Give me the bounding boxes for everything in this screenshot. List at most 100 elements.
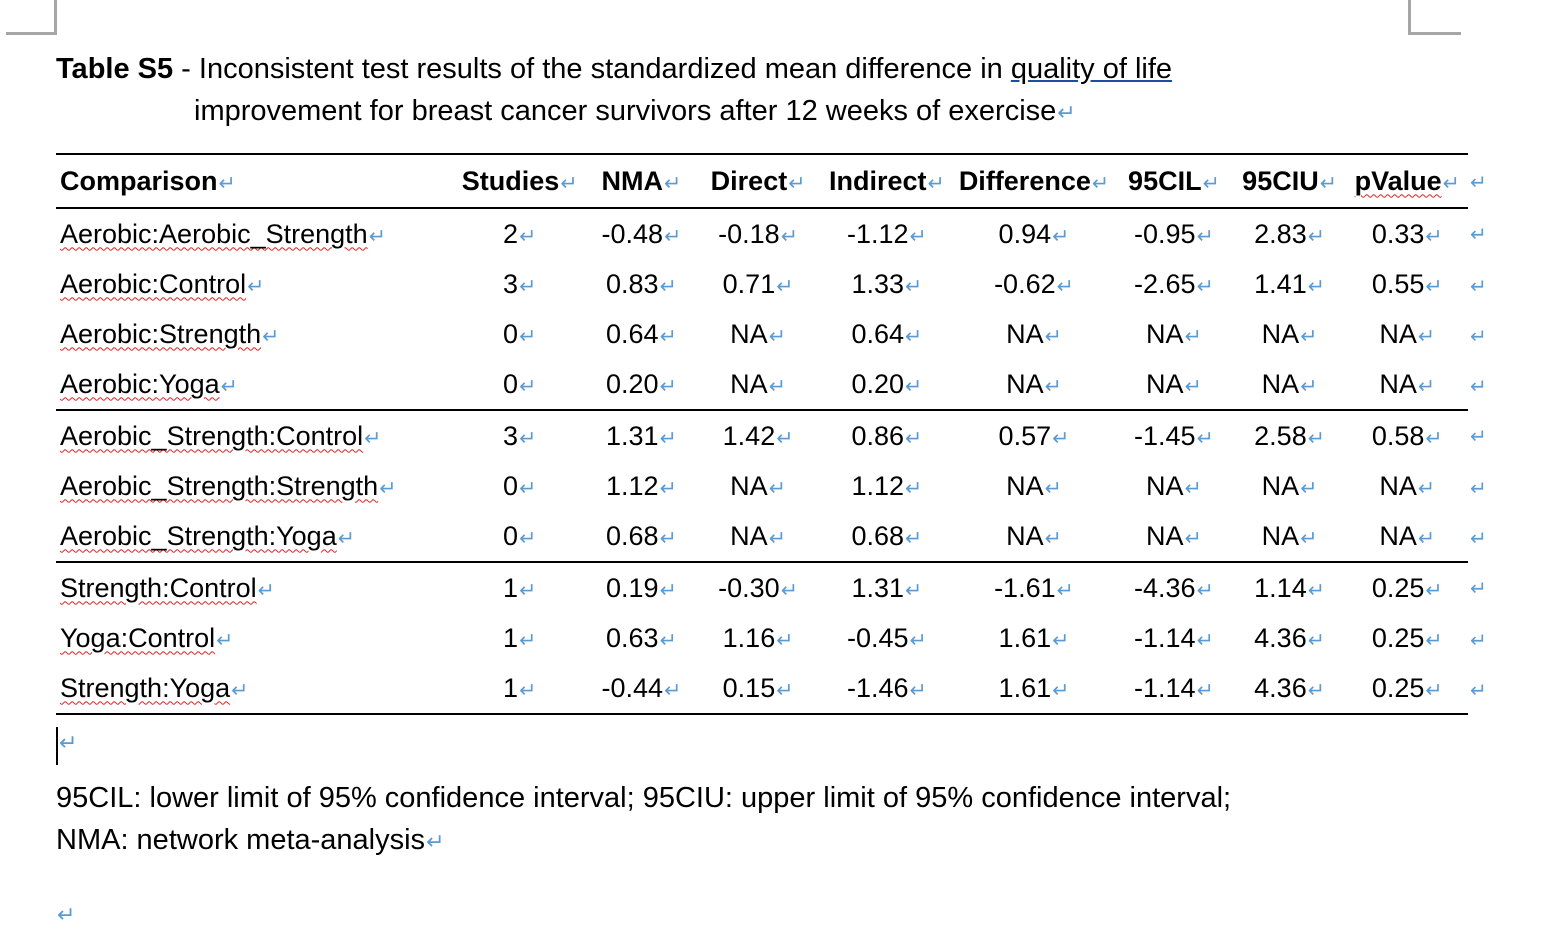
cell-p-value: 0.25↵ (1346, 663, 1468, 715)
cell-value: -1.14 (1134, 622, 1196, 653)
cell-value: 2 (503, 218, 519, 249)
header-label: NMA (601, 165, 664, 196)
cell-mark: ↵ (519, 629, 537, 652)
cell-mark: ↵ (664, 225, 682, 248)
empty-paragraph-mark[interactable]: ↵ (59, 730, 78, 755)
cell-value: Aerobic_Strength:Control (60, 420, 364, 451)
cell-mark: ↵ (664, 679, 682, 702)
cell-direct: -0.30↵ (695, 562, 821, 613)
cell-mark: ↵ (768, 477, 786, 500)
page-corner-mark-right (1408, 0, 1461, 35)
cell-ci-upper: 2.83↵ (1233, 208, 1347, 259)
cell-mark: ↵ (664, 172, 681, 195)
cell-mark: ↵ (776, 679, 794, 702)
cell-value: 0 (503, 318, 519, 349)
cell-comparison: Aerobic_Strength:Strength↵ (56, 461, 452, 511)
header-label: Indirect (828, 165, 927, 196)
cell-value: NA (1379, 318, 1417, 349)
cell-ci-upper: 1.14↵ (1233, 562, 1347, 613)
cell-mark: ↵ (1184, 325, 1202, 348)
cell-mark: ↵ (218, 172, 236, 195)
results-table: Comparison↵ Studies↵ NMA↵ Direct↵ Indirect↵ D… (56, 153, 1468, 715)
cell-mark: ↵ (905, 275, 922, 298)
cell-value: Aerobic:Control (60, 268, 247, 299)
empty-paragraph-mark[interactable]: ↵ (57, 902, 76, 927)
row-end-mark: ↵ (1470, 326, 1487, 348)
caption-link[interactable]: quality of life (1010, 53, 1173, 85)
cell-value: -0.30 (718, 572, 780, 603)
cell-mark: ↵ (1425, 225, 1443, 248)
cell-mark: ↵ (1196, 275, 1214, 298)
row-end-mark: ↵ (1470, 376, 1487, 398)
table-row: Aerobic_Strength:Control↵ 3↵ 1.31↵ 1.42↵ 0.8… (56, 410, 1468, 461)
cell-value: NA (1146, 520, 1184, 551)
cell-value: NA (730, 470, 768, 501)
caption-text: - Inconsistent test results of the stand… (173, 53, 1011, 85)
table-row: Aerobic:Yoga↵ 0↵ 0.20↵ NA↵ 0.20↵ NA↵ NA↵ NA↵ NA↵ (56, 359, 1468, 411)
cell-value: 1 (503, 572, 519, 603)
header-ci-lower: 95CIL↵ (1114, 153, 1233, 209)
cell-mark: ↵ (659, 275, 677, 298)
cell-mark: ↵ (1052, 427, 1070, 450)
cell-indirect: 1.31↵ (821, 562, 953, 613)
cell-mark: ↵ (1052, 629, 1070, 652)
cell-mark: ↵ (905, 527, 922, 550)
cell-difference: NA↵ (953, 461, 1115, 511)
cell-studies: 0↵ (452, 309, 588, 359)
cell-difference: 1.61↵ (953, 613, 1115, 663)
cell-ci-lower: NA↵ (1115, 309, 1233, 359)
cell-ci-lower: -0.95↵ (1115, 208, 1233, 259)
cell-value: 0.19 (606, 572, 659, 603)
cell-difference: -0.62↵ (953, 259, 1115, 309)
cell-nma: 0.83↵ (588, 259, 696, 309)
cell-mark: ↵ (1307, 629, 1325, 652)
cell-value: 0.55 (1371, 268, 1425, 299)
table-row: Aerobic_Strength:Yoga↵ 0↵ 0.68↵ NA↵ 0.68↵ NA↵… (56, 511, 1468, 563)
cell-mark: ↵ (1056, 579, 1074, 602)
cell-mark: ↵ (909, 679, 927, 702)
cell-ci-upper: NA↵ (1232, 359, 1347, 411)
cell-value: 0.68 (606, 520, 659, 551)
cell-mark: ↵ (1425, 679, 1443, 702)
cell-studies: 0↵ (451, 359, 588, 411)
cell-mark: ↵ (1044, 375, 1062, 398)
cell-value: 0.64 (851, 318, 905, 349)
cell-nma: 0.68↵ (587, 511, 696, 563)
cell-comparison: Aerobic_Strength:Yoga↵ (56, 511, 452, 563)
cell-p-value: 0.55↵ (1346, 259, 1468, 309)
cell-difference: 0.57↵ (953, 410, 1115, 461)
text-cursor (56, 727, 58, 765)
cell-mark: ↵ (905, 477, 922, 500)
cell-mark: ↵ (1196, 679, 1214, 702)
cell-studies: 1↵ (451, 663, 588, 715)
cell-ci-upper: 4.36↵ (1233, 613, 1347, 663)
cell-value: -1.14 (1134, 672, 1196, 703)
cell-value: 4.36 (1254, 622, 1307, 653)
cell-mark: ↵ (519, 477, 537, 500)
paragraph-mark: ↵ (1057, 100, 1076, 125)
cell-value: 0.71 (722, 268, 776, 299)
cell-mark: ↵ (1417, 477, 1435, 500)
cell-mark: ↵ (1044, 477, 1062, 500)
cell-value: -0.45 (846, 622, 909, 653)
cell-mark: ↵ (1417, 375, 1435, 398)
header-label: Comparison (60, 165, 218, 196)
cell-mark: ↵ (337, 527, 355, 550)
cell-value: NA (1261, 470, 1300, 501)
cell-mark: ↵ (776, 629, 794, 652)
cell-mark: ↵ (1307, 225, 1325, 248)
cell-value: 0.63 (606, 622, 659, 653)
table-row: Strength:Yoga↵ 1↵ -0.44↵ 0.15↵ -1.46↵ 1.61↵ -1… (56, 663, 1468, 715)
cell-mark: ↵ (905, 579, 922, 602)
header-difference: Difference↵ (952, 153, 1115, 209)
cell-mark: ↵ (1300, 527, 1318, 550)
cell-ci-lower: NA↵ (1114, 511, 1233, 563)
cell-value: 1.41 (1254, 268, 1307, 299)
cell-mark: ↵ (379, 477, 397, 500)
cell-value: 1 (503, 672, 519, 703)
cell-value: 0 (503, 368, 519, 399)
cell-mark: ↵ (1417, 527, 1435, 550)
cell-value: 0.33 (1371, 218, 1425, 249)
cell-direct: 1.16↵ (695, 613, 821, 663)
cell-mark: ↵ (1300, 477, 1318, 500)
